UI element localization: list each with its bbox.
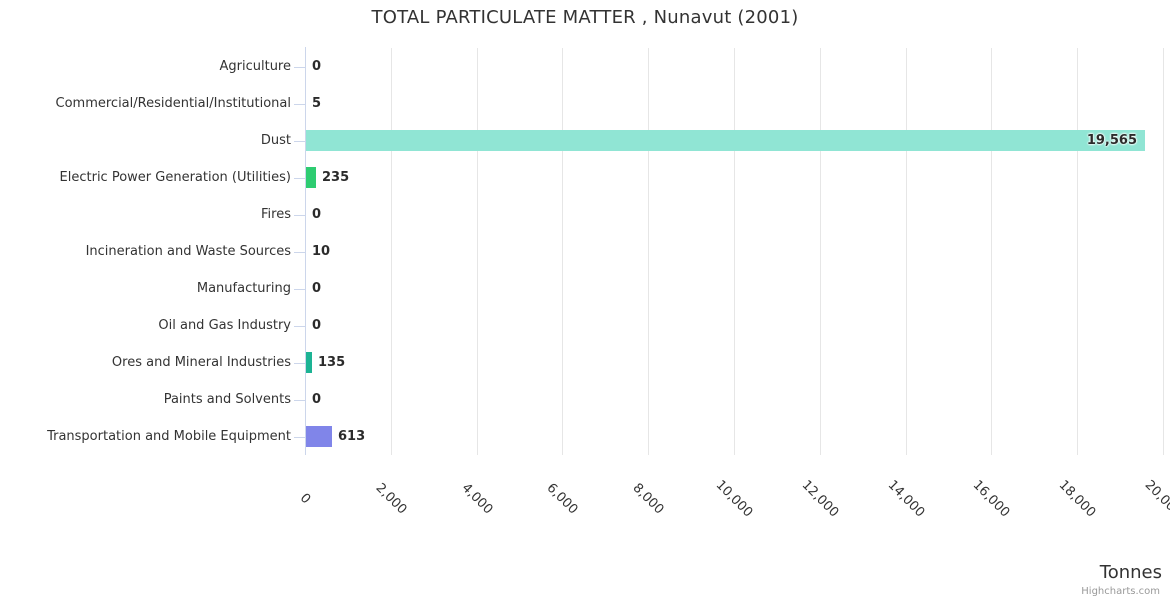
bar[interactable] [306,167,316,188]
bar-value-label: 613 [338,429,366,444]
y-axis-tick [294,178,305,179]
x-axis-title: Tonnes [1099,562,1162,583]
y-axis-tick [294,400,305,401]
y-axis-tick [294,141,305,142]
bar-value-label: 0 [312,392,322,407]
bar-value-label: 0 [312,318,322,333]
y-axis-tick [294,363,305,364]
y-axis-tick [294,104,305,105]
x-tick-label-text: 0 [296,490,314,508]
bar[interactable] [306,352,312,373]
bar[interactable] [306,426,332,447]
bar-value-label: 10 [312,244,331,259]
gridline [477,48,478,455]
category-label: Fires [261,206,291,222]
bar-value-label: 235 [322,170,350,185]
category-label: Dust [260,132,291,148]
category-label: Paints and Solvents [163,391,291,407]
x-tick-label-text: 20,000 [1141,477,1170,521]
x-tick-label-text: 10,000 [712,477,756,521]
gridline [991,48,992,455]
y-axis-tick [294,67,305,68]
bar-value-label: 0 [312,281,322,296]
gridline [1077,48,1078,455]
gridline [734,48,735,455]
gridline [906,48,907,455]
bar-value-label: 135 [318,355,346,370]
bar-value-label: 5 [312,96,322,111]
y-axis-tick [294,289,305,290]
x-tick-label-text: 2,000 [372,480,410,518]
gridline [648,48,649,455]
highcharts-credit[interactable]: Highcharts.com [1081,586,1160,597]
y-axis-tick [294,437,305,438]
chart-title: TOTAL PARTICULATE MATTER , Nunavut (2001… [371,7,799,28]
category-label: Ores and Mineral Industries [111,354,291,370]
category-label: Oil and Gas Industry [158,317,291,333]
category-label: Manufacturing [196,280,291,296]
bar-value-label: 0 [312,207,322,222]
x-tick-label-text: 6,000 [543,480,581,518]
x-tick-label-text: 16,000 [969,477,1013,521]
x-tick-label-text: 12,000 [798,477,842,521]
y-axis-tick [294,252,305,253]
gridline [562,48,563,455]
category-label: Commercial/Residential/Institutional [55,95,292,111]
bar-value-label: 19,565 [1086,133,1137,148]
category-label: Agriculture [219,58,292,74]
x-tick-label-text: 14,000 [884,477,928,521]
gridline [391,48,392,455]
category-label: Electric Power Generation (Utilities) [59,169,291,185]
x-tick-label-text: 18,000 [1055,477,1099,521]
gridline [1163,48,1164,455]
x-tick-label-text: 8,000 [629,480,667,518]
bar-value-label: 0 [312,59,322,74]
x-tick-label-text: 4,000 [458,480,496,518]
category-label: Incineration and Waste Sources [85,243,291,259]
y-axis-tick [294,215,305,216]
category-label: Transportation and Mobile Equipment [47,428,291,444]
y-axis-tick [294,326,305,327]
gridline [820,48,821,455]
y-axis-line [305,47,306,455]
bar[interactable] [306,130,1145,151]
